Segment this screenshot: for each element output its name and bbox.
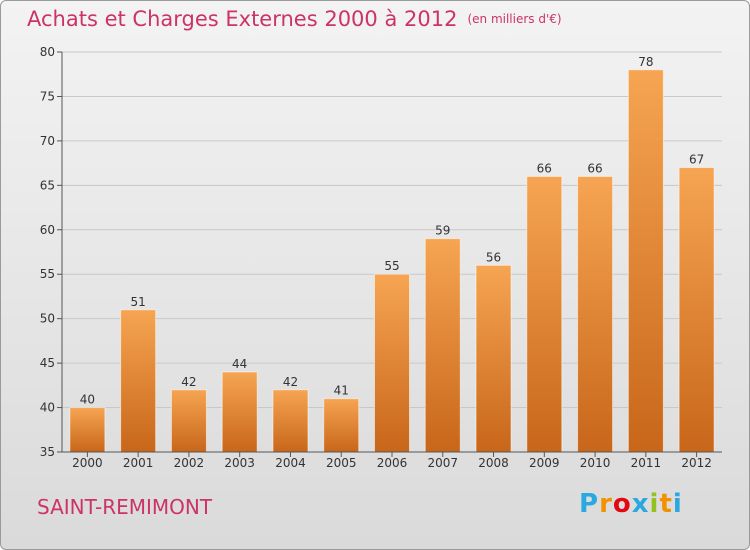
city-name: SAINT-REMIMONT: [37, 495, 213, 519]
bar-2000: [69, 407, 106, 453]
value-label-2005: 41: [334, 384, 349, 398]
y-tick-label: 35: [40, 445, 55, 459]
x-tick-label-2005: 2005: [326, 456, 357, 470]
x-tick-label-2008: 2008: [478, 456, 509, 470]
logo-letter: x: [631, 489, 650, 519]
y-tick-label: 60: [40, 223, 55, 237]
value-label-2011: 78: [638, 55, 653, 69]
x-tick-label-2010: 2010: [580, 456, 611, 470]
bar-2006: [374, 273, 410, 453]
value-label-2006: 55: [384, 259, 399, 273]
x-tick-label-2007: 2007: [427, 456, 458, 470]
value-label-2012: 67: [689, 153, 704, 167]
bar-2010: [577, 175, 614, 453]
bar-2007: [424, 238, 461, 453]
y-tick-label: 55: [40, 267, 55, 281]
y-tick-label: 45: [40, 356, 55, 370]
x-tick-label-2012: 2012: [681, 456, 712, 470]
logo-letter: i: [672, 489, 683, 519]
x-tick-label-2001: 2001: [123, 456, 154, 470]
value-label-2004: 42: [283, 375, 298, 389]
y-tick-label: 40: [40, 401, 55, 415]
bar-2002: [170, 389, 207, 453]
x-tick-label-2009: 2009: [529, 456, 560, 470]
value-label-2007: 59: [435, 224, 450, 238]
bar-2005: [323, 398, 360, 453]
value-label-2010: 66: [587, 161, 602, 175]
value-label-2002: 42: [181, 375, 196, 389]
y-tick-label: 65: [40, 178, 55, 192]
bar-2003: [221, 371, 258, 453]
value-label-2001: 51: [131, 295, 146, 309]
chart-title-main: Achats et Charges Externes 2000 à 2012: [27, 7, 458, 31]
logo-letter: o: [612, 489, 632, 519]
chart-subtitle: (en milliers d'€): [467, 12, 562, 26]
logo-letter: t: [659, 489, 673, 519]
chart-title: Achats et Charges Externes 2000 à 2012 (e…: [27, 7, 562, 31]
bar-2004: [272, 389, 309, 453]
logo-letter: P: [579, 489, 600, 519]
x-tick-label-2004: 2004: [275, 456, 306, 470]
y-tick-label: 80: [40, 45, 55, 59]
axes-group: 35 40 45 50 55 60 65 70 75 80 2000 2001 2002 2003 2004…: [40, 45, 722, 470]
value-label-2009: 66: [537, 161, 552, 175]
bar-2001: [120, 309, 157, 453]
x-tick-label-2006: 2006: [377, 456, 408, 470]
y-tick-label: 50: [40, 312, 55, 326]
bar-2008: [475, 264, 512, 453]
x-tick-label-2003: 2003: [224, 456, 255, 470]
proxiti-logo[interactable]: Proxiti: [579, 489, 683, 519]
bar-2011: [627, 69, 664, 453]
x-tick-label-2011: 2011: [631, 456, 662, 470]
y-tick-label: 75: [40, 89, 55, 103]
x-tick-label-2000: 2000: [72, 456, 103, 470]
logo-letter: r: [599, 489, 613, 519]
x-tick-label-2002: 2002: [174, 456, 205, 470]
bar-2012: [678, 167, 715, 453]
y-tick-label: 70: [40, 134, 55, 148]
value-label-2003: 44: [232, 357, 247, 371]
bar-2009: [526, 175, 563, 453]
bars-group: 40 51 42 44 42 41 55 59 56 66 66 78 67: [69, 55, 715, 453]
logo-letter: i: [649, 489, 660, 519]
value-label-2008: 56: [486, 250, 501, 264]
value-label-2000: 40: [80, 393, 95, 407]
